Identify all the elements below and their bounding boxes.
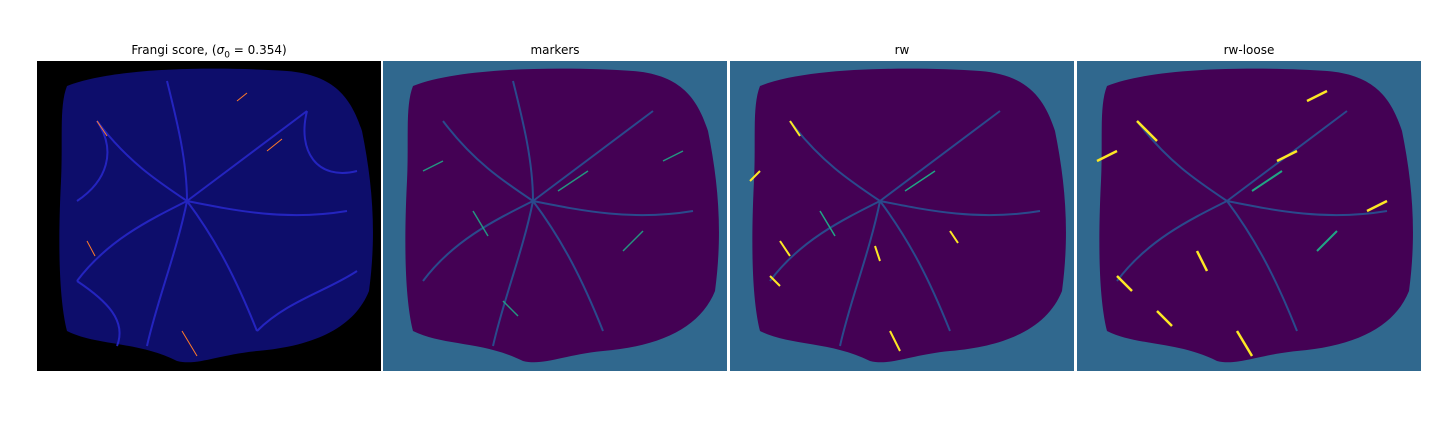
rw-image xyxy=(730,61,1074,371)
frangi-score-svg xyxy=(37,61,381,371)
markers-svg xyxy=(383,61,727,371)
retina-mask xyxy=(1099,68,1413,363)
markers-image xyxy=(383,61,727,371)
rw-panel-title: rw xyxy=(894,43,910,57)
rw-loose-image xyxy=(1077,61,1421,371)
rw-loose-svg xyxy=(1077,61,1421,371)
retina-mask xyxy=(752,68,1066,363)
markers-panel-title: markers xyxy=(530,43,580,57)
retina-mask xyxy=(405,68,719,363)
frangi-score-image xyxy=(37,61,381,371)
rw-svg xyxy=(730,61,1074,371)
rw-loose-panel-title: rw-loose xyxy=(1223,43,1275,57)
frangi-panel-title: Frangi score, (σ0 = 0.354) xyxy=(131,43,287,61)
retina-mask xyxy=(59,68,373,363)
